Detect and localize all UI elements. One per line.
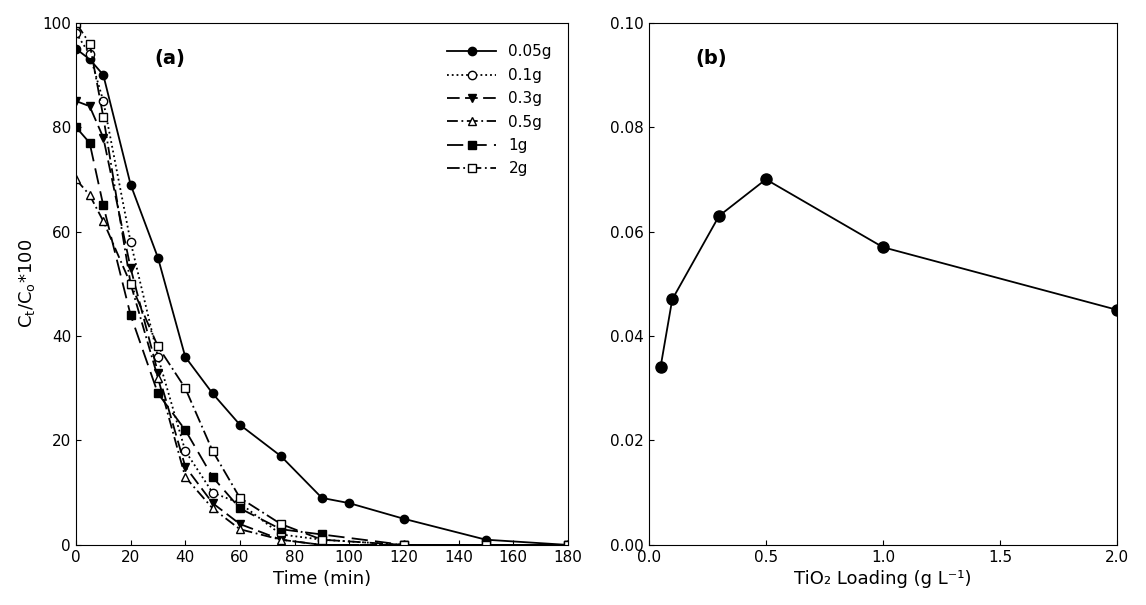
2g [151,343,165,350]
2g [96,113,110,120]
0.5g [96,217,110,224]
0.5g [206,505,220,512]
0.5g [274,536,288,543]
Y-axis label: $\mathregular{C_t/C_o}$*100: $\mathregular{C_t/C_o}$*100 [17,239,37,329]
0.3g [96,134,110,141]
0.1g [206,489,220,496]
0.5g [83,191,96,198]
2g [315,536,329,543]
0.5g [69,175,83,183]
0.05g [274,453,288,460]
0.3g [479,541,493,549]
1g [397,541,410,549]
0.1g [96,97,110,105]
Text: (b): (b) [696,49,728,68]
1g [124,312,138,319]
1g [233,505,246,512]
1g [151,390,165,397]
2g [233,494,246,502]
0.1g [397,541,410,549]
Legend: 0.05g, 0.1g, 0.3g, 0.5g, 1g, 2g: 0.05g, 0.1g, 0.3g, 0.5g, 1g, 2g [441,38,558,183]
0.5g [179,473,193,480]
0.5g [233,526,246,533]
0.5g [479,541,493,549]
0.1g [274,531,288,538]
0.5g [562,541,575,549]
1g [83,139,96,146]
0.05g [124,181,138,188]
0.05g [397,515,410,523]
0.5g [315,541,329,549]
0.1g [562,541,575,549]
0.3g [397,541,410,549]
X-axis label: Time (min): Time (min) [273,571,371,588]
0.1g [69,30,83,37]
0.05g [83,56,96,63]
Line: 0.3g: 0.3g [72,97,572,549]
0.05g [96,71,110,79]
2g [562,541,575,549]
0.3g [151,369,165,376]
0.5g [397,541,410,549]
2g [206,447,220,454]
0.3g [274,536,288,543]
1g [69,123,83,131]
2g [397,541,410,549]
0.05g [69,45,83,53]
Line: 0.05g: 0.05g [72,45,572,549]
0.3g [69,97,83,105]
2g [69,19,83,26]
0.05g [562,541,575,549]
1g [315,531,329,538]
0.3g [206,500,220,507]
Text: (a): (a) [155,49,186,68]
0.1g [179,447,193,454]
0.1g [315,536,329,543]
1g [274,526,288,533]
2g [274,520,288,528]
0.05g [206,390,220,397]
2g [179,385,193,392]
0.5g [151,374,165,381]
0.3g [233,520,246,528]
0.5g [124,280,138,287]
X-axis label: TiO₂ Loading (g L⁻¹): TiO₂ Loading (g L⁻¹) [794,571,972,588]
Line: 1g: 1g [72,123,572,549]
0.1g [83,50,96,57]
0.05g [315,494,329,502]
0.1g [233,500,246,507]
0.1g [479,541,493,549]
0.3g [83,103,96,110]
1g [562,541,575,549]
0.3g [562,541,575,549]
0.3g [315,541,329,549]
0.05g [179,353,193,361]
0.05g [479,536,493,543]
1g [179,427,193,434]
0.3g [124,264,138,272]
2g [83,40,96,47]
0.05g [233,421,246,428]
0.1g [124,238,138,246]
1g [96,202,110,209]
Line: 2g: 2g [72,19,572,549]
0.05g [151,254,165,261]
Line: 0.1g: 0.1g [72,29,572,549]
2g [479,541,493,549]
2g [124,280,138,287]
1g [206,473,220,480]
0.05g [343,500,356,507]
0.1g [151,353,165,361]
Line: 0.5g: 0.5g [72,175,572,549]
0.3g [179,463,193,470]
1g [479,541,493,549]
